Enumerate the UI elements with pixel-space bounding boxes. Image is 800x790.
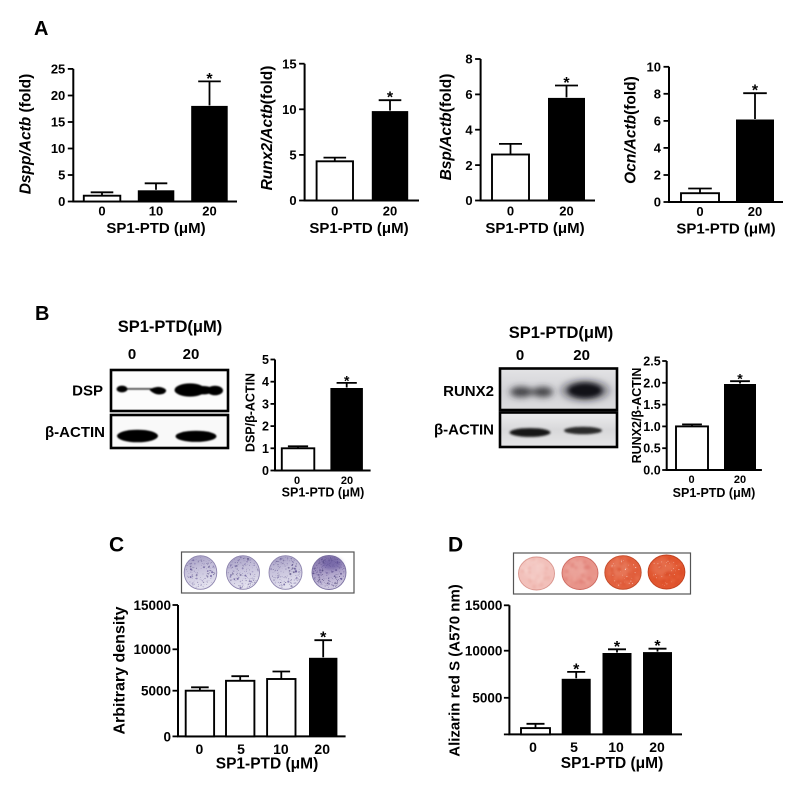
svg-text:RUNX2: RUNX2 bbox=[443, 383, 494, 400]
svg-text:6: 6 bbox=[465, 87, 472, 102]
svg-text:0: 0 bbox=[98, 204, 105, 219]
svg-text:0: 0 bbox=[465, 193, 472, 208]
svg-text:0: 0 bbox=[58, 194, 65, 209]
svg-text:C: C bbox=[109, 534, 124, 557]
svg-text:0.5: 0.5 bbox=[643, 442, 660, 456]
svg-text:1.0: 1.0 bbox=[643, 420, 660, 434]
svg-text:0: 0 bbox=[262, 464, 269, 478]
svg-text:SP1-PTD (μM): SP1-PTD (μM) bbox=[309, 220, 408, 237]
svg-text:Runx2/Actb(fold): Runx2/Actb(fold) bbox=[259, 66, 276, 191]
svg-text:2.5: 2.5 bbox=[643, 355, 660, 369]
svg-text:SP1-PTD (μM): SP1-PTD (μM) bbox=[561, 755, 663, 772]
svg-text:Dspp/Actb (fold): Dspp/Actb (fold) bbox=[18, 74, 35, 195]
svg-text:20: 20 bbox=[573, 347, 590, 364]
svg-text:*: * bbox=[320, 630, 327, 647]
svg-text:10: 10 bbox=[647, 59, 661, 74]
svg-text:20: 20 bbox=[748, 204, 762, 219]
svg-text:SP1-PTD (μM): SP1-PTD (μM) bbox=[216, 756, 318, 773]
svg-text:3: 3 bbox=[262, 397, 269, 411]
svg-text:0: 0 bbox=[196, 741, 204, 757]
svg-text:β-ACTIN: β-ACTIN bbox=[434, 422, 494, 439]
svg-text:1.5: 1.5 bbox=[643, 398, 660, 412]
svg-text:0: 0 bbox=[289, 193, 296, 208]
svg-text:2: 2 bbox=[654, 168, 661, 183]
svg-text:0: 0 bbox=[654, 195, 661, 210]
svg-text:*: * bbox=[573, 661, 580, 678]
svg-text:20: 20 bbox=[649, 739, 665, 755]
svg-text:20: 20 bbox=[51, 88, 65, 103]
svg-text:5: 5 bbox=[58, 168, 65, 183]
svg-text:Ocn/Actb(fold): Ocn/Actb(fold) bbox=[623, 76, 640, 184]
svg-text:10: 10 bbox=[608, 739, 624, 755]
svg-text:*: * bbox=[563, 75, 570, 92]
svg-text:2.0: 2.0 bbox=[643, 376, 660, 390]
svg-text:DSP/β-ACTIN: DSP/β-ACTIN bbox=[244, 373, 258, 452]
svg-text:*: * bbox=[752, 83, 759, 100]
svg-text:*: * bbox=[654, 638, 661, 655]
svg-text:A: A bbox=[34, 18, 48, 40]
svg-text:20: 20 bbox=[314, 741, 330, 757]
svg-text:10: 10 bbox=[282, 102, 296, 117]
svg-text:20: 20 bbox=[734, 474, 746, 486]
svg-text:20: 20 bbox=[559, 204, 573, 219]
svg-text:15000: 15000 bbox=[133, 598, 171, 613]
svg-text:Arbitrary density: Arbitrary density bbox=[112, 606, 129, 734]
svg-text:15000: 15000 bbox=[465, 598, 503, 613]
svg-text:4: 4 bbox=[654, 141, 662, 156]
svg-text:20: 20 bbox=[183, 346, 200, 363]
svg-text:*: * bbox=[737, 371, 743, 387]
svg-text:2: 2 bbox=[465, 158, 472, 173]
svg-text:Bsp/Actb(fold): Bsp/Actb(fold) bbox=[438, 74, 455, 181]
svg-text:10: 10 bbox=[273, 741, 289, 757]
svg-text:25: 25 bbox=[51, 62, 65, 77]
svg-text:0: 0 bbox=[688, 474, 694, 486]
svg-text:1: 1 bbox=[262, 442, 269, 456]
svg-text:SP1-PTD (μM): SP1-PTD (μM) bbox=[106, 220, 205, 237]
svg-text:4: 4 bbox=[465, 122, 473, 137]
svg-text:B: B bbox=[35, 303, 49, 325]
svg-text:SP1-PTD (μM): SP1-PTD (μM) bbox=[676, 221, 775, 238]
svg-text:0: 0 bbox=[331, 204, 338, 219]
svg-text:5: 5 bbox=[237, 741, 245, 757]
svg-text:β-ACTIN: β-ACTIN bbox=[45, 424, 105, 441]
svg-text:SP1-PTD(μM): SP1-PTD(μM) bbox=[509, 324, 614, 342]
svg-text:0: 0 bbox=[696, 204, 703, 219]
svg-text:SP1-PTD (μM): SP1-PTD (μM) bbox=[282, 486, 365, 500]
svg-text:10: 10 bbox=[149, 204, 163, 219]
svg-text:RUNX2/β-ACTIN: RUNX2/β-ACTIN bbox=[630, 368, 644, 464]
svg-text:8: 8 bbox=[465, 52, 472, 67]
svg-text:4: 4 bbox=[262, 375, 269, 389]
svg-text:10000: 10000 bbox=[133, 642, 171, 657]
svg-text:0: 0 bbox=[163, 729, 171, 744]
svg-text:10: 10 bbox=[51, 141, 65, 156]
svg-text:2: 2 bbox=[262, 420, 269, 434]
svg-text:8: 8 bbox=[654, 86, 661, 101]
svg-text:20: 20 bbox=[202, 204, 216, 219]
svg-text:5: 5 bbox=[570, 739, 578, 755]
svg-text:*: * bbox=[344, 372, 350, 388]
svg-text:Alizarin red S (A570 nm): Alizarin red S (A570 nm) bbox=[447, 584, 464, 757]
svg-text:SP1-PTD (μM): SP1-PTD (μM) bbox=[673, 486, 756, 500]
svg-text:5000: 5000 bbox=[141, 684, 171, 699]
svg-text:0.0: 0.0 bbox=[643, 464, 660, 478]
svg-text:*: * bbox=[206, 71, 213, 88]
svg-text:15: 15 bbox=[51, 115, 65, 130]
svg-text:0: 0 bbox=[507, 204, 514, 219]
svg-text:0: 0 bbox=[128, 346, 136, 363]
svg-text:SP1-PTD(μM): SP1-PTD(μM) bbox=[118, 318, 223, 336]
svg-text:20: 20 bbox=[383, 204, 397, 219]
svg-text:*: * bbox=[614, 639, 621, 656]
svg-text:15: 15 bbox=[282, 56, 296, 71]
svg-text:5: 5 bbox=[289, 148, 296, 163]
svg-text:5: 5 bbox=[262, 353, 269, 367]
svg-text:0: 0 bbox=[529, 739, 537, 755]
svg-text:5000: 5000 bbox=[472, 691, 502, 706]
svg-text:6: 6 bbox=[654, 114, 661, 129]
svg-text:*: * bbox=[387, 90, 394, 107]
svg-text:10000: 10000 bbox=[465, 644, 503, 659]
svg-text:DSP: DSP bbox=[72, 383, 103, 400]
svg-text:D: D bbox=[448, 534, 463, 557]
svg-text:0: 0 bbox=[516, 347, 524, 364]
svg-text:SP1-PTD (μM): SP1-PTD (μM) bbox=[485, 220, 584, 237]
